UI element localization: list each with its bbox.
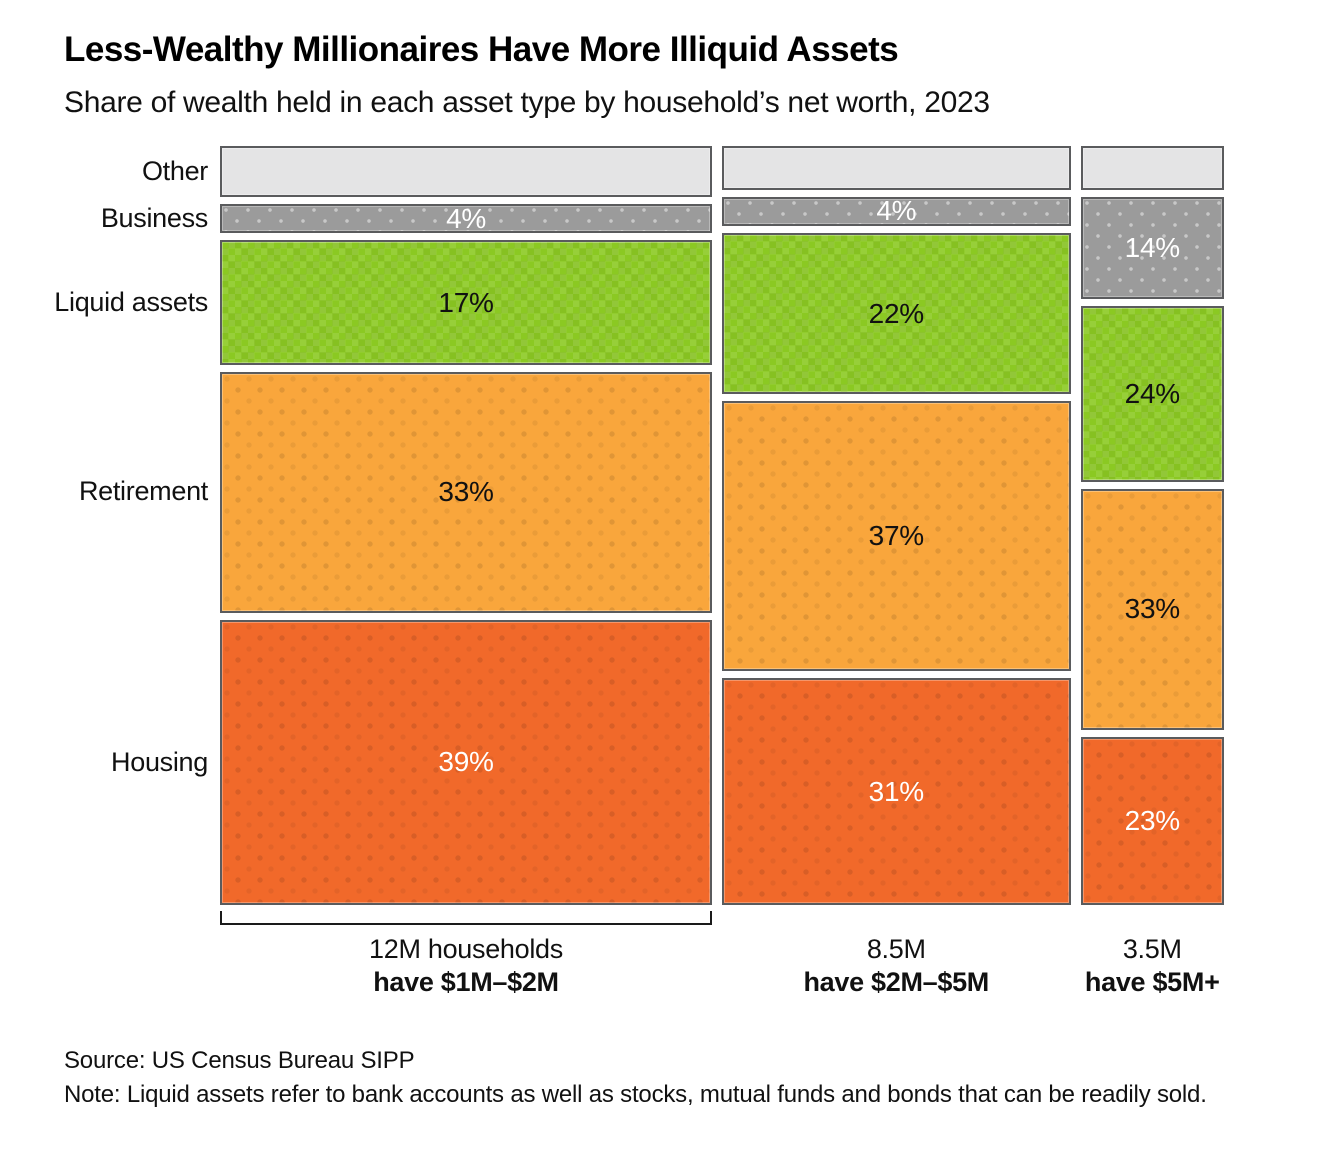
column-networth-label: have $1M–$2M: [373, 966, 559, 997]
cell-col2-other: [722, 146, 1071, 190]
cell-col2-retirement: 37%: [722, 400, 1071, 672]
cell-col2-liquid-assets: 22%: [722, 233, 1071, 394]
column-networth-label: have $2M–$5M: [803, 966, 989, 997]
cell-col1-retirement: 33%: [220, 371, 712, 613]
cell-col1-liquid-assets: 17%: [220, 240, 712, 365]
cell-value-label: 14%: [1124, 232, 1180, 264]
chart-subtitle: Share of wealth held in each asset type …: [64, 86, 990, 119]
cell-value-label: 37%: [868, 520, 924, 552]
cell-value-label: 4%: [876, 195, 917, 227]
mosaic-column-3: 14% 24% 33% 23%: [1080, 146, 1224, 905]
cell-value-label: 24%: [1124, 377, 1180, 409]
column-size-label: 3.5M: [1122, 934, 1182, 964]
cell-value-label: 17%: [438, 286, 494, 318]
cell-value-label: 39%: [438, 746, 494, 778]
mosaic-column-2: 4% 22% 37% 31%: [722, 146, 1071, 905]
row-label-liquid-assets: Liquid assets: [54, 286, 208, 317]
column-bracket: [220, 911, 712, 925]
column-networth-label: have $5M+: [1084, 966, 1220, 997]
row-label-retirement: Retirement: [78, 476, 208, 507]
cell-value-label: 31%: [868, 775, 924, 807]
source-line: Source: US Census Bureau SIPP: [64, 1047, 415, 1074]
cell-col3-other: [1080, 146, 1224, 190]
column-footer-label-2: 8.5M have $2M–$5M: [596, 933, 1196, 999]
chart-footer: Source: US Census Bureau SIPP Note: Liqu…: [64, 1044, 1292, 1111]
cell-value-label: 23%: [1124, 804, 1180, 836]
row-label-housing: Housing: [111, 746, 208, 777]
column-size-label: 8.5M: [866, 934, 926, 964]
cell-col1-business: 4%: [220, 202, 712, 234]
cell-value-label: 33%: [1124, 593, 1180, 625]
column-footer-label-3: 3.5M have $5M+: [852, 933, 1342, 999]
row-label-business: Business: [100, 202, 208, 233]
cell-col3-liquid-assets: 24%: [1080, 306, 1224, 482]
cell-col2-business: 4%: [722, 195, 1071, 227]
mosaic-chart: 4% 17% 33% 39% 4% 22% 37% 31% 14% 24% 33% 23%: [220, 146, 1224, 905]
chart-title: Less-Wealthy Millionaires Have More Illi…: [64, 30, 899, 69]
cell-value-label: 33%: [438, 476, 494, 508]
cell-col3-retirement: 33%: [1080, 488, 1224, 730]
cell-col2-housing: 31%: [722, 678, 1071, 905]
column-size-label: 12M households: [369, 934, 563, 964]
note-line: Note: Liquid assets refer to bank accoun…: [64, 1080, 1207, 1108]
mosaic-column-1: 4% 17% 33% 39%: [220, 146, 712, 905]
cell-col3-business: 14%: [1080, 196, 1224, 300]
column-footer-label-1: 12M households have $1M–$2M: [166, 933, 766, 999]
cell-col1-other: [220, 146, 712, 198]
cell-col1-housing: 39%: [220, 619, 712, 905]
cell-value-label: 22%: [868, 297, 924, 329]
cell-value-label: 4%: [446, 202, 486, 234]
cell-col3-housing: 23%: [1080, 736, 1224, 905]
row-label-other: Other: [141, 155, 208, 186]
